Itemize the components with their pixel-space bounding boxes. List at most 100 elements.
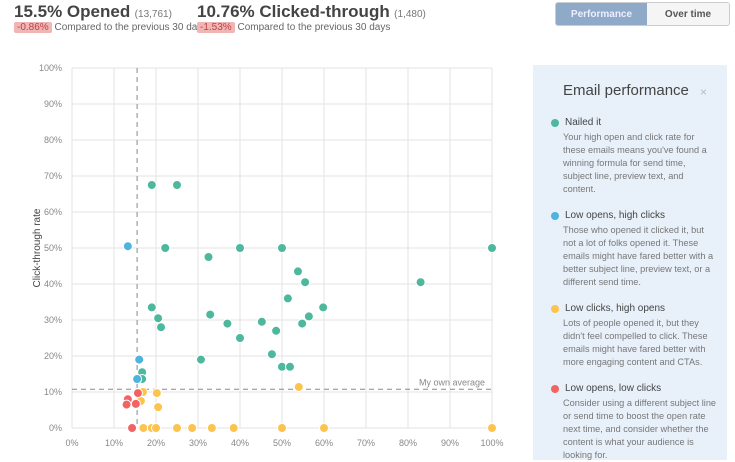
data-point [487, 423, 497, 433]
clicked-stat: 10.76% Clicked-through (1,480) -1.53% Co… [197, 2, 426, 33]
x-tick-label: 20% [147, 438, 165, 448]
y-tick-label: 0% [49, 423, 62, 433]
data-point [277, 423, 287, 433]
data-point [172, 423, 182, 433]
data-point [146, 180, 157, 190]
clicked-count: (1,480) [394, 9, 426, 20]
category-description: Consider using a different subject line … [563, 398, 717, 460]
data-point [487, 243, 497, 253]
x-tick-label: 30% [189, 438, 207, 448]
data-point [277, 243, 287, 253]
data-point [134, 354, 145, 365]
data-point [256, 316, 267, 327]
data-point [130, 398, 141, 409]
data-point [282, 293, 293, 304]
data-point [266, 349, 277, 360]
data-point [187, 423, 198, 433]
data-point [303, 311, 314, 322]
data-point [132, 374, 143, 385]
close-icon[interactable]: × [699, 85, 707, 99]
data-point [292, 266, 303, 277]
data-point [300, 277, 311, 288]
category-title: Low opens, low clicks [565, 383, 662, 394]
average-label: My own average [419, 377, 485, 387]
data-point [206, 423, 217, 433]
data-point [153, 402, 164, 413]
data-point [318, 302, 329, 313]
opened-compare: Compared to the previous 30 days [54, 22, 208, 33]
clicked-change-badge: -1.53% [197, 22, 235, 33]
category-description: Those who opened it clicked it, but not … [563, 225, 714, 287]
data-point [195, 354, 206, 365]
data-point [222, 318, 233, 329]
data-point [205, 309, 216, 320]
data-point [271, 325, 282, 336]
y-tick-label: 60% [44, 207, 62, 217]
y-tick-label: 10% [44, 387, 62, 397]
opened-change-badge: -0.86% [14, 22, 52, 33]
x-tick-label: 60% [315, 438, 333, 448]
data-point [415, 277, 426, 288]
y-tick-label: 30% [44, 315, 62, 325]
category-title: Low opens, high clicks [565, 210, 666, 221]
legend-dot-icon [551, 304, 559, 313]
performance-tab[interactable]: Performance [556, 3, 647, 25]
y-tick-label: 40% [44, 279, 62, 289]
opened-count: (13,761) [134, 9, 172, 20]
x-tick-label: 40% [231, 438, 249, 448]
panel-title: Email performance [563, 82, 689, 99]
data-point [297, 318, 308, 329]
email-performance-panel: Email performance × Nailed it Your high o… [533, 65, 727, 460]
data-point [160, 243, 171, 253]
category-title: Nailed it [565, 117, 602, 128]
clicked-rate: 10.76% Clicked-through [197, 2, 390, 21]
data-point [203, 252, 214, 262]
data-point [132, 388, 143, 399]
data-point [122, 241, 133, 252]
over-time-tab[interactable]: Over time [647, 3, 729, 25]
data-point [146, 302, 157, 313]
data-point [151, 423, 161, 433]
y-tick-label: 90% [44, 99, 62, 109]
y-axis-label: Click-through rate [32, 208, 43, 287]
legend-category: Low clicks, high opens Lots of people ope… [551, 303, 717, 369]
x-tick-label: 70% [357, 438, 375, 448]
x-tick-label: 0% [65, 438, 78, 448]
y-tick-label: 50% [44, 243, 62, 253]
legend-dot-icon [551, 118, 559, 127]
category-title: Low clicks, high opens [565, 303, 666, 314]
category-description: Your high open and click rate for these … [563, 132, 707, 194]
legend-category: Low opens, low clicks Consider using a di… [551, 383, 717, 462]
data-point [319, 423, 329, 433]
data-point [151, 388, 162, 399]
data-point [153, 313, 164, 324]
legend-dot-icon [551, 211, 559, 220]
data-point [228, 423, 239, 433]
y-tick-label: 70% [44, 171, 62, 181]
data-point [235, 333, 245, 343]
view-toggle: Performance Over time [555, 2, 730, 26]
y-tick-label: 80% [44, 135, 62, 145]
data-point [293, 381, 304, 392]
x-tick-label: 80% [399, 438, 417, 448]
legend-category: Nailed it Your high open and click rate f… [551, 117, 717, 196]
category-description: Lots of people opened it, but they didn'… [563, 318, 708, 367]
legend-dot-icon [551, 384, 559, 393]
y-tick-label: 20% [44, 351, 62, 361]
data-point [172, 180, 182, 190]
x-tick-label: 50% [273, 438, 291, 448]
opened-rate: 15.5% Opened [14, 2, 131, 21]
data-point [284, 361, 295, 372]
x-tick-label: 100% [480, 438, 503, 448]
data-point [127, 423, 138, 433]
scatter-chart: 0% 10% 20% 30% 40% 50% 60% 70% 80% 90% 100% 0% 10% 20… [32, 63, 504, 448]
opened-stat: 15.5% Opened (13,761) -0.86% Compared to… [14, 2, 207, 33]
x-tick-label: 90% [441, 438, 459, 448]
data-point [235, 243, 245, 253]
clicked-compare: Compared to the previous 30 days [237, 22, 391, 33]
data-point [121, 399, 132, 410]
data-point [138, 423, 149, 433]
data-point [156, 322, 167, 333]
legend-category: Low opens, high clicks Those who opened i… [551, 210, 717, 289]
y-tick-label: 100% [39, 63, 62, 73]
